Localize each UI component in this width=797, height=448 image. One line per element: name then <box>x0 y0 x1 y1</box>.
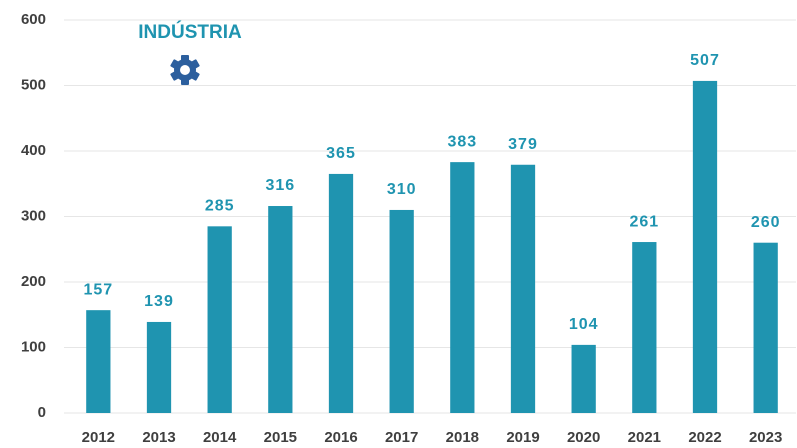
x-tick-label: 2018 <box>446 429 479 446</box>
value-label: 316 <box>265 177 295 194</box>
bar <box>86 310 111 413</box>
y-tick-label: 200 <box>21 273 46 290</box>
bar <box>450 162 475 413</box>
x-tick-label: 2022 <box>688 429 721 446</box>
x-tick-label: 2020 <box>567 429 600 446</box>
chart-title: INDÚSTRIA <box>138 21 242 43</box>
value-label: 507 <box>690 52 720 69</box>
value-label: 104 <box>569 316 599 333</box>
x-tick-label: 2017 <box>385 429 418 446</box>
bar <box>268 206 293 413</box>
value-label: 383 <box>447 133 477 150</box>
bar <box>389 209 414 413</box>
x-tick-label: 2019 <box>506 429 539 446</box>
bar <box>692 80 718 413</box>
bar <box>328 173 354 413</box>
bar <box>632 242 657 413</box>
value-label: 261 <box>629 213 659 230</box>
x-tick-label: 2013 <box>142 429 175 446</box>
x-tick-label: 2023 <box>749 429 782 446</box>
y-tick-label: 500 <box>21 76 46 93</box>
gear-icon <box>170 55 200 85</box>
x-tick-label: 2016 <box>324 429 357 446</box>
y-tick-label: 600 <box>21 11 46 28</box>
y-tick-label: 400 <box>21 142 46 159</box>
y-tick-label: 100 <box>21 338 46 355</box>
y-tick-label: 300 <box>21 207 46 224</box>
value-label: 379 <box>508 136 538 153</box>
bar <box>571 344 596 413</box>
x-tick-label: 2014 <box>203 429 237 446</box>
bar <box>146 321 172 413</box>
x-tick-label: 2021 <box>628 429 661 446</box>
value-label: 157 <box>83 281 113 298</box>
value-label: 365 <box>326 145 356 162</box>
bar <box>753 242 778 413</box>
x-tick-label: 2012 <box>82 429 115 446</box>
bar <box>207 226 232 413</box>
bar <box>510 164 536 413</box>
value-label: 139 <box>144 293 174 310</box>
value-label: 310 <box>387 181 417 198</box>
value-label: 285 <box>205 198 235 215</box>
y-tick-label: 0 <box>38 404 46 421</box>
x-tick-label: 2015 <box>264 429 297 446</box>
value-label: 260 <box>751 214 781 231</box>
